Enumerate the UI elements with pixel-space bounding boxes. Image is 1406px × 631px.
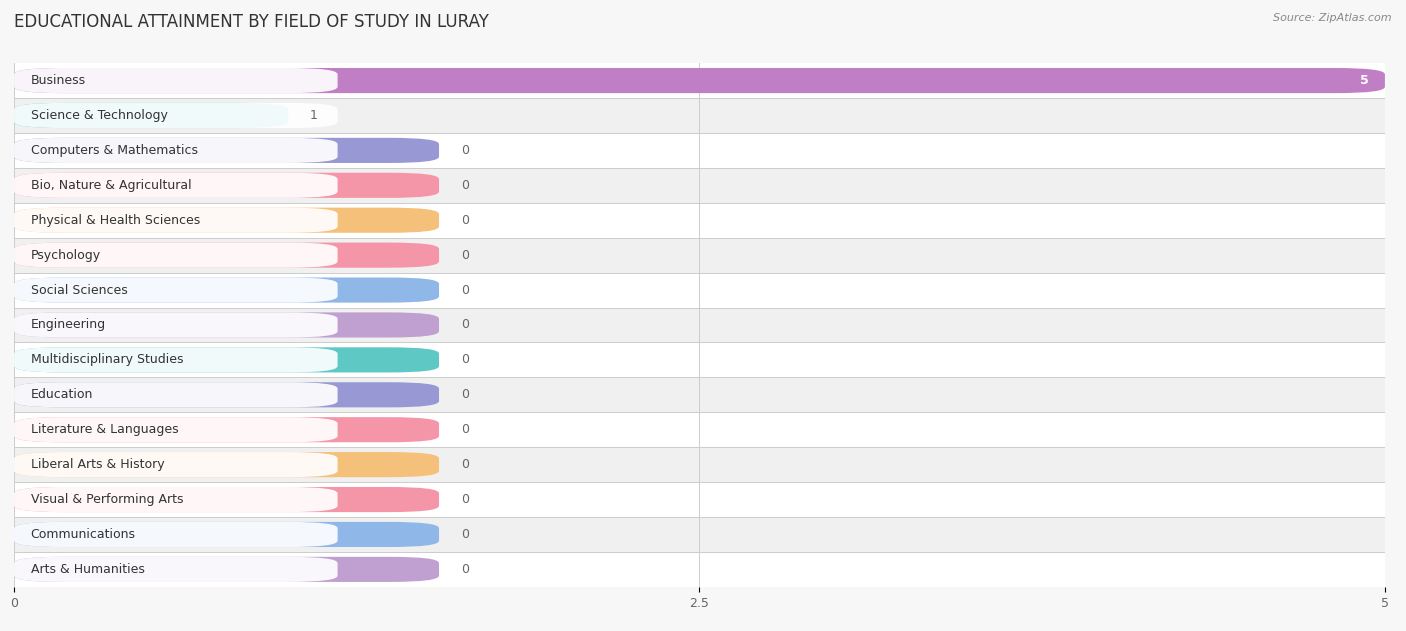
FancyBboxPatch shape [14, 557, 337, 582]
FancyBboxPatch shape [14, 452, 439, 477]
FancyBboxPatch shape [14, 68, 337, 93]
FancyBboxPatch shape [14, 552, 1385, 587]
FancyBboxPatch shape [14, 242, 439, 268]
Text: Arts & Humanities: Arts & Humanities [31, 563, 145, 576]
FancyBboxPatch shape [14, 68, 1385, 93]
FancyBboxPatch shape [14, 412, 1385, 447]
FancyBboxPatch shape [14, 377, 1385, 412]
FancyBboxPatch shape [14, 517, 1385, 552]
Text: 0: 0 [461, 353, 470, 367]
Text: 5: 5 [1360, 74, 1368, 87]
Text: Physical & Health Sciences: Physical & Health Sciences [31, 214, 200, 227]
Text: 0: 0 [461, 563, 470, 576]
FancyBboxPatch shape [14, 452, 337, 477]
FancyBboxPatch shape [14, 208, 439, 233]
FancyBboxPatch shape [14, 273, 1385, 307]
FancyBboxPatch shape [14, 133, 1385, 168]
Text: 0: 0 [461, 249, 470, 262]
Text: Education: Education [31, 388, 93, 401]
FancyBboxPatch shape [14, 173, 337, 198]
FancyBboxPatch shape [14, 278, 337, 303]
FancyBboxPatch shape [14, 138, 439, 163]
FancyBboxPatch shape [14, 382, 337, 408]
Text: Bio, Nature & Agricultural: Bio, Nature & Agricultural [31, 179, 191, 192]
FancyBboxPatch shape [14, 482, 1385, 517]
Text: Communications: Communications [31, 528, 135, 541]
Text: Science & Technology: Science & Technology [31, 109, 167, 122]
FancyBboxPatch shape [14, 203, 1385, 238]
FancyBboxPatch shape [14, 487, 439, 512]
Text: Psychology: Psychology [31, 249, 101, 262]
Text: Social Sciences: Social Sciences [31, 283, 128, 297]
FancyBboxPatch shape [14, 447, 1385, 482]
Text: 0: 0 [461, 144, 470, 157]
FancyBboxPatch shape [14, 208, 337, 233]
FancyBboxPatch shape [14, 382, 439, 408]
FancyBboxPatch shape [14, 238, 1385, 273]
FancyBboxPatch shape [14, 347, 337, 372]
Text: 0: 0 [461, 388, 470, 401]
FancyBboxPatch shape [14, 278, 439, 303]
FancyBboxPatch shape [14, 522, 337, 547]
FancyBboxPatch shape [14, 168, 1385, 203]
FancyBboxPatch shape [14, 347, 439, 372]
Text: 0: 0 [461, 214, 470, 227]
FancyBboxPatch shape [14, 242, 337, 268]
Text: Multidisciplinary Studies: Multidisciplinary Studies [31, 353, 183, 367]
Text: Business: Business [31, 74, 86, 87]
Text: Literature & Languages: Literature & Languages [31, 423, 179, 436]
FancyBboxPatch shape [14, 103, 288, 128]
FancyBboxPatch shape [14, 312, 439, 338]
FancyBboxPatch shape [14, 98, 1385, 133]
Text: Computers & Mathematics: Computers & Mathematics [31, 144, 197, 157]
Text: Engineering: Engineering [31, 319, 105, 331]
Text: 0: 0 [461, 528, 470, 541]
FancyBboxPatch shape [14, 312, 337, 338]
Text: 0: 0 [461, 493, 470, 506]
FancyBboxPatch shape [14, 557, 439, 582]
Text: 0: 0 [461, 423, 470, 436]
Text: 1: 1 [311, 109, 318, 122]
Text: Source: ZipAtlas.com: Source: ZipAtlas.com [1274, 13, 1392, 23]
FancyBboxPatch shape [14, 487, 337, 512]
FancyBboxPatch shape [14, 417, 439, 442]
Text: 0: 0 [461, 179, 470, 192]
FancyBboxPatch shape [14, 103, 337, 128]
Text: 0: 0 [461, 458, 470, 471]
Text: 0: 0 [461, 283, 470, 297]
FancyBboxPatch shape [14, 417, 337, 442]
FancyBboxPatch shape [14, 138, 337, 163]
Text: 0: 0 [461, 319, 470, 331]
FancyBboxPatch shape [14, 522, 439, 547]
FancyBboxPatch shape [14, 343, 1385, 377]
FancyBboxPatch shape [14, 173, 439, 198]
Text: EDUCATIONAL ATTAINMENT BY FIELD OF STUDY IN LURAY: EDUCATIONAL ATTAINMENT BY FIELD OF STUDY… [14, 13, 489, 31]
FancyBboxPatch shape [14, 63, 1385, 98]
FancyBboxPatch shape [14, 307, 1385, 343]
Text: Visual & Performing Arts: Visual & Performing Arts [31, 493, 183, 506]
Text: Liberal Arts & History: Liberal Arts & History [31, 458, 165, 471]
